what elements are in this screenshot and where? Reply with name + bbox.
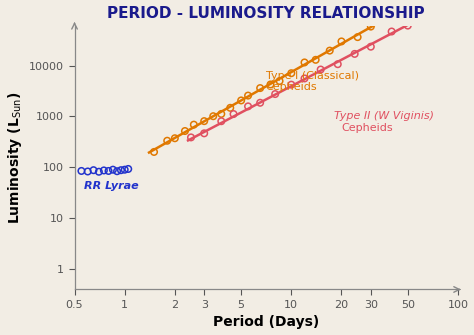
Y-axis label: Luminosity (L$_{\mathrm{Sun}}$): Luminosity (L$_{\mathrm{Sun}}$) xyxy=(6,91,24,224)
Point xyxy=(227,105,234,111)
Point xyxy=(150,149,158,155)
Point xyxy=(187,135,195,140)
Point xyxy=(113,169,121,174)
Point xyxy=(312,57,319,63)
Point xyxy=(337,39,345,44)
Point xyxy=(351,51,358,57)
Point xyxy=(190,122,198,127)
Point xyxy=(326,48,334,53)
Point xyxy=(125,166,132,172)
Point xyxy=(267,82,274,87)
Point xyxy=(171,136,179,141)
Point xyxy=(367,24,374,29)
Point xyxy=(301,60,308,65)
Point xyxy=(272,91,279,97)
Text: RR Lyrae: RR Lyrae xyxy=(84,181,138,191)
Text: Type I (Classical): Type I (Classical) xyxy=(265,71,358,81)
Title: PERIOD - LUMINOSITY RELATIONSHIP: PERIOD - LUMINOSITY RELATIONSHIP xyxy=(108,6,425,20)
Point xyxy=(334,62,342,67)
Point xyxy=(276,78,283,84)
Point xyxy=(244,93,252,98)
Point xyxy=(210,114,217,119)
Point xyxy=(354,35,361,40)
Point xyxy=(78,168,85,174)
Point xyxy=(230,111,237,117)
Point xyxy=(404,5,411,10)
Point xyxy=(388,10,395,16)
Point xyxy=(109,167,117,173)
Point xyxy=(164,138,171,143)
Point xyxy=(105,168,112,174)
X-axis label: Period (Days): Period (Days) xyxy=(213,316,319,329)
Point xyxy=(218,111,225,117)
Point xyxy=(367,44,374,49)
Point xyxy=(388,29,395,34)
Point xyxy=(95,169,103,175)
Point xyxy=(404,23,411,28)
Point xyxy=(288,82,295,87)
Point xyxy=(218,119,225,124)
Point xyxy=(256,85,264,91)
Point xyxy=(84,169,91,174)
Point xyxy=(201,119,208,124)
Point xyxy=(181,128,189,134)
Point xyxy=(288,71,295,76)
Point xyxy=(100,168,108,173)
Point xyxy=(256,100,264,106)
Point xyxy=(121,167,128,173)
Point xyxy=(117,168,125,173)
Text: Type II (W Viginis): Type II (W Viginis) xyxy=(334,111,434,121)
Point xyxy=(301,76,308,81)
Point xyxy=(90,168,97,173)
Point xyxy=(201,131,208,136)
Text: Cepheids: Cepheids xyxy=(265,82,317,92)
Point xyxy=(317,67,324,72)
Point xyxy=(237,98,245,103)
Text: Cepheids: Cepheids xyxy=(341,123,393,133)
Point xyxy=(244,104,252,109)
